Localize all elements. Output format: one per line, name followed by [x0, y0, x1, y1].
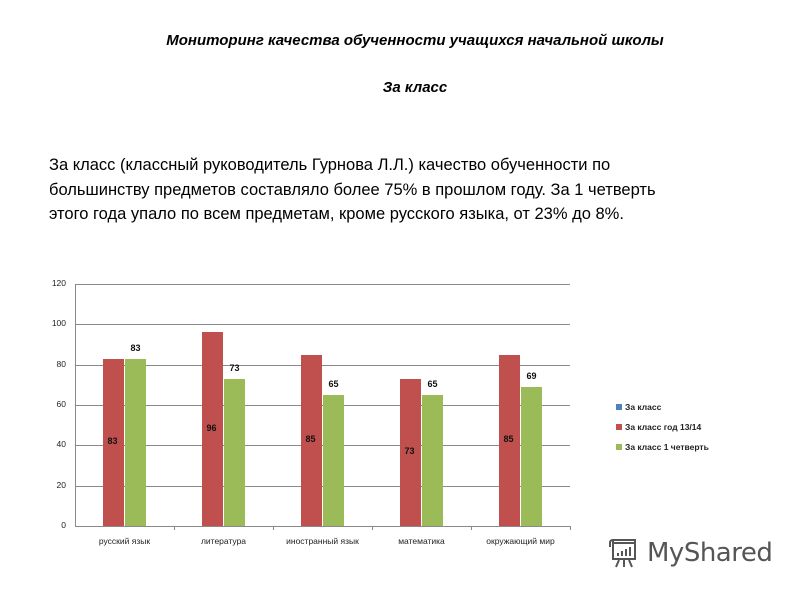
legend-label: За класс 1 четверть — [625, 442, 709, 452]
y-tick-label: 100 — [51, 318, 66, 329]
bar-god-13-14 — [102, 358, 124, 526]
page-title: Мониторинг качества обученности учащихся… — [166, 32, 664, 49]
y-tick-label: 0 — [61, 520, 66, 530]
legend-label: За класс — [625, 402, 662, 412]
bar-god-13-14 — [498, 354, 520, 526]
presentation-board-icon — [609, 539, 636, 568]
data-label: 83 — [130, 342, 141, 353]
legend-label: За класс год 13/14 — [625, 422, 702, 432]
bar-1-chetvert — [223, 378, 245, 526]
y-tick-label: 80 — [56, 358, 66, 369]
y-tick-label: 60 — [56, 399, 66, 409]
x-category-label: иностранный язык — [286, 536, 359, 546]
bar-god-13-14 — [399, 378, 421, 526]
data-label: 65 — [427, 378, 438, 389]
gridline — [75, 364, 570, 366]
data-label: 83 — [107, 436, 118, 447]
x-category-label: литература — [200, 536, 247, 546]
x-tick — [174, 526, 175, 530]
x-category-label: русский язык — [98, 536, 151, 546]
legend-swatch-icon — [616, 404, 622, 410]
gridline — [75, 324, 570, 326]
bar-1-chetvert — [322, 394, 344, 526]
x-category-label: окружающий мир — [486, 536, 555, 546]
legend-swatch-icon — [616, 424, 622, 430]
bar-god-13-14 — [201, 332, 223, 526]
bar-1-chetvert — [124, 358, 146, 526]
legend-swatch-icon — [616, 444, 622, 450]
y-tick-label: 20 — [56, 479, 66, 490]
legend-item: За класс 1 четверть — [616, 437, 709, 457]
data-label: 85 — [305, 434, 316, 445]
x-tick — [273, 526, 274, 530]
data-label: 73 — [229, 362, 240, 373]
bar-1-chetvert — [421, 394, 443, 526]
x-tick — [570, 526, 571, 530]
data-label: 65 — [328, 378, 339, 389]
y-tick-label: 120 — [51, 278, 66, 288]
x-category-label: математика — [398, 536, 445, 546]
bar-1-chetvert — [520, 386, 542, 526]
legend-item: За класс год 13/14 — [616, 417, 709, 437]
x-tick — [372, 526, 373, 530]
page-subtitle: За класс — [382, 79, 448, 96]
gridline — [75, 526, 570, 527]
watermark-logo: MyShared — [607, 536, 773, 570]
data-label: 96 — [206, 423, 217, 434]
y-axis — [75, 284, 76, 526]
bar-god-13-14 — [300, 354, 322, 526]
data-label: 73 — [404, 446, 415, 457]
y-tick-label: 40 — [56, 439, 66, 450]
data-label: 85 — [503, 434, 514, 445]
gridline — [75, 284, 570, 285]
description-paragraph: За класс (классный руководитель Гурнова … — [49, 156, 656, 223]
watermark-text: MyShared — [647, 538, 773, 568]
x-tick — [471, 526, 472, 530]
chart-legend: За класс За класс год 13/14 За класс 1 чет… — [616, 397, 709, 457]
legend-item: За класс — [616, 397, 709, 417]
data-label: 69 — [526, 370, 537, 381]
